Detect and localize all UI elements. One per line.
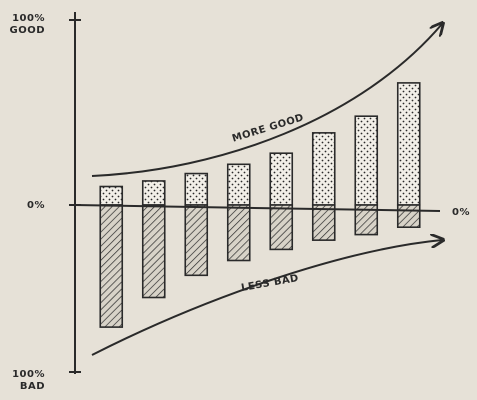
right-axis-label: 0% xyxy=(452,207,470,218)
bar xyxy=(269,152,294,206)
upper-curve xyxy=(91,24,442,177)
bottom-label: BAD xyxy=(20,381,45,392)
bar xyxy=(269,204,294,251)
bar xyxy=(354,204,379,236)
bar xyxy=(141,204,166,299)
bar xyxy=(184,204,209,277)
bar xyxy=(184,172,209,206)
top-label: GOOD xyxy=(9,25,45,36)
bar xyxy=(226,204,251,262)
lower-curve-label: LESS BAD xyxy=(240,273,299,294)
bar xyxy=(396,82,421,206)
y-tick-label: 100% xyxy=(12,13,45,24)
bar xyxy=(99,185,124,206)
bar xyxy=(226,163,251,206)
bar xyxy=(311,204,336,241)
bar xyxy=(141,180,166,206)
y-tick-label: 0% xyxy=(27,200,45,211)
y-tick-label: 100% xyxy=(12,369,45,380)
lower-curve xyxy=(91,240,442,356)
bar xyxy=(311,132,336,206)
x-axis xyxy=(74,204,441,212)
bar xyxy=(354,115,379,206)
bar xyxy=(99,204,124,328)
bar xyxy=(396,204,421,229)
